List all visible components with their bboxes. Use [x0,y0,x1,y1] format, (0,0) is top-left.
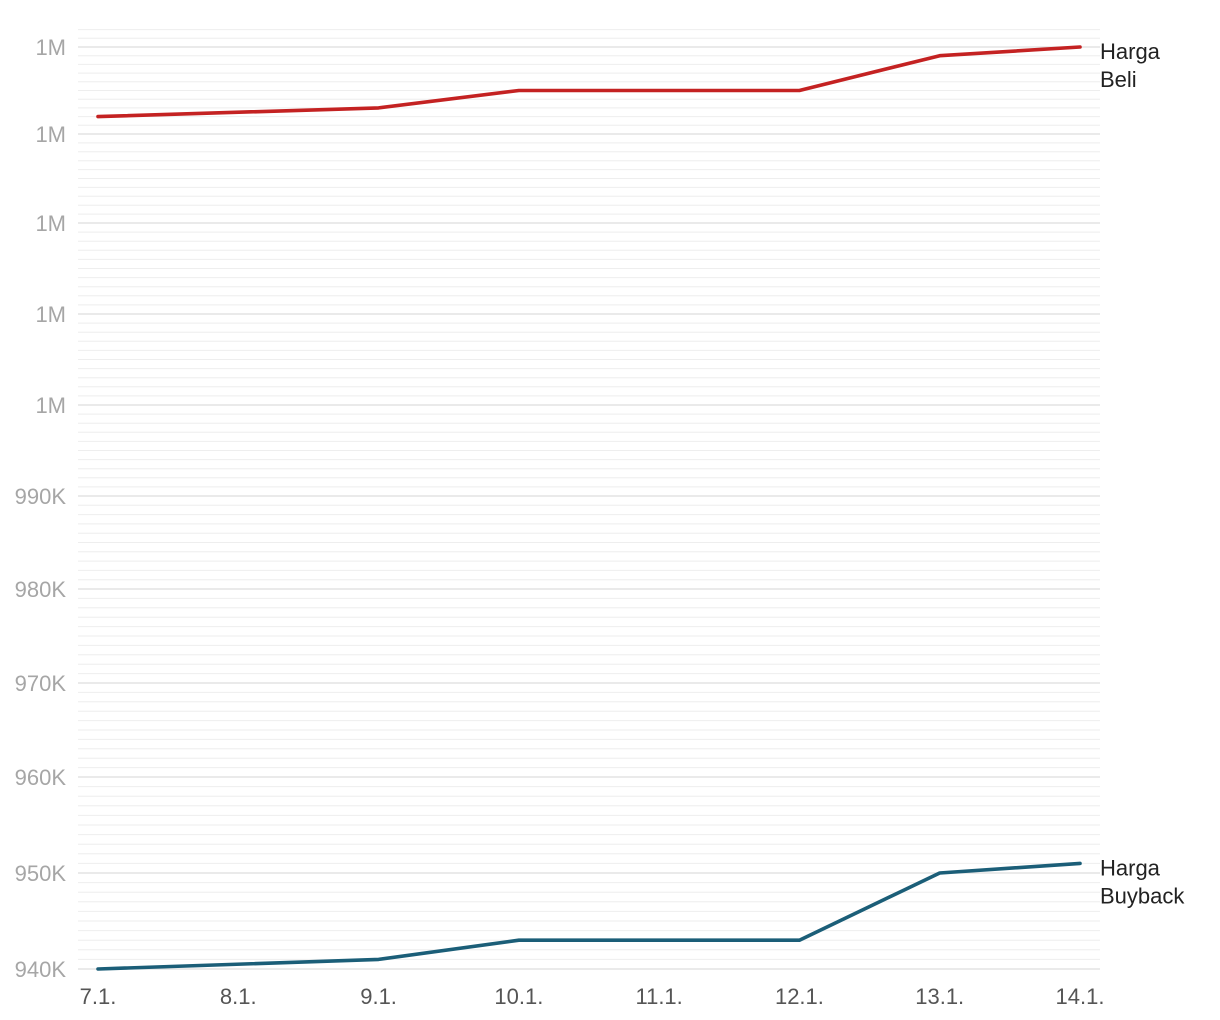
x-tick-label: 14.1. [1056,984,1105,1009]
grid [78,29,1100,970]
y-axis: 940K 950K 960K 970K 980K 990K 1M 1M 1M 1M 1M [15,35,67,982]
y-tick-label: 1M [35,211,66,236]
y-tick-label: 1M [35,122,66,147]
y-tick-label: 1M [35,393,66,418]
series-label: Harga [1100,855,1161,880]
x-axis: 7.1. 8.1. 9.1. 10.1. 11.1. 12.1. 13.1. 14.1. [80,984,1105,1009]
series-label: Buyback [1100,883,1185,908]
y-tick-label: 960K [15,765,67,790]
y-tick-label: 1M [35,35,66,60]
y-tick-label: 1M [35,302,66,327]
y-tick-label: 940K [15,957,67,982]
series-line-harga-buyback [96,861,1082,971]
series-line-harga-beli [96,45,1082,119]
series-label: Beli [1100,67,1137,92]
y-tick-label: 990K [15,484,67,509]
y-tick-label: 970K [15,671,67,696]
x-tick-label: 8.1. [220,984,257,1009]
series-label: Harga [1100,39,1161,64]
x-tick-label: 7.1. [80,984,117,1009]
y-tick-label: 980K [15,577,67,602]
x-tick-label: 9.1. [360,984,397,1009]
x-tick-label: 10.1. [494,984,543,1009]
x-tick-label: 13.1. [915,984,964,1009]
series-labels: Harga Beli Harga Buyback [1100,39,1185,908]
series-group [96,45,1082,971]
y-tick-label: 950K [15,861,67,886]
x-tick-label: 12.1. [775,984,824,1009]
x-tick-label: 11.1. [635,984,682,1009]
